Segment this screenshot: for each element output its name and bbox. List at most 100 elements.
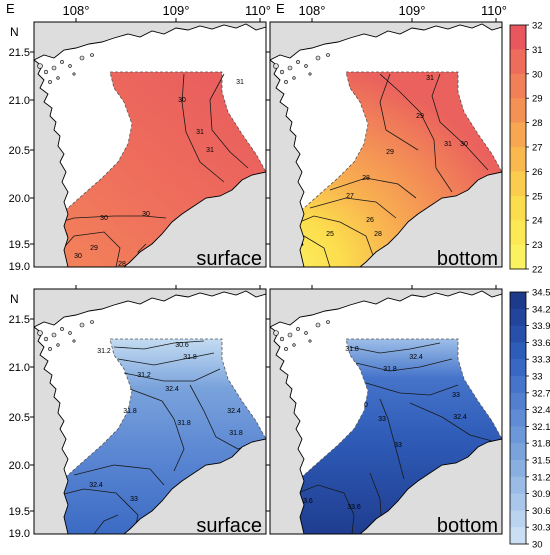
contour-label: 30 [178,97,186,104]
axis-corner-e-right: E [276,1,285,16]
x-tick-label: 109° [399,3,426,18]
hainan-island [123,438,266,534]
contour-line [431,73,489,171]
colorbar-swatch [510,122,526,148]
panel-label: surface [196,515,262,537]
mainland [34,22,266,61]
islet [304,331,308,335]
islet [79,322,85,328]
islet [56,76,60,80]
contour-line [181,73,225,183]
contour-label: 29 [386,149,394,156]
colorbar-swatch [510,493,526,511]
contour-label: 30 [142,211,150,218]
islet [304,64,308,68]
x-tick-label: 110° [481,3,507,18]
colorbar-tick-label: 30.3 [532,523,550,534]
islet [37,330,43,336]
colorbar-tick-label: 33.9 [532,321,550,332]
contour-label: 31.8 [177,420,191,427]
colorbar-tick-label: 32.7 [532,388,550,399]
contour-label: 33 [452,392,460,399]
x-tick-label: 108° [299,3,326,18]
y-tick-label: 20.5 [9,145,30,157]
leizhou-coast [34,59,69,267]
contour-line [129,388,185,472]
colorbar-tick-label: 24 [532,216,543,227]
colorbar-tick-label: 29 [532,94,543,105]
y-tick-label: 21.5 [9,47,30,59]
contour-line [117,352,215,366]
contour-line [329,177,417,199]
temperature-colorbar: 32 31 30 29 28 27 26 25 24 23 22 [509,21,543,276]
colorbar-tick-label: 32.4 [532,405,550,416]
y-tick-label: 21.0 [9,95,30,107]
y-tick-label: 20.0 [9,193,30,205]
colorbar-swatch [510,342,526,360]
contour-label: 30 [100,215,108,222]
contour-label: 33 [394,442,402,449]
contour-line [365,382,459,396]
islet [79,55,85,61]
colorbar-swatch [510,73,526,99]
colorbar-tick-label: 30 [532,69,543,80]
colorbar-swatch [510,171,526,197]
colorbar-tick-label: 22 [532,265,543,276]
salinity-colorbar: 34.5 34.2 33.9 33.6 33.3 33 32.7 32.4 32.1 31.8 31… [509,288,550,551]
contour-line [93,514,119,534]
contour-line [287,484,355,534]
panel-frame [269,288,503,535]
leizhou-coast [270,326,305,534]
x-tick-label: 110° [245,3,271,18]
contour-label: 31.8 [345,346,359,353]
axis-corner-n: N [10,292,19,306]
islet [37,63,43,69]
islet [51,332,57,338]
islet [292,343,296,347]
map-panel-bottom-temperature: 3129313029282726252428bottom [266,18,503,270]
colorbar-swatch [510,25,526,50]
islet [48,80,52,84]
colorbar-tick-label: 30.6 [532,506,550,517]
islet [326,320,330,324]
y-tick-label: 20.0 [9,460,30,472]
islet [279,336,285,342]
contour-line [409,402,493,442]
map-panel-surface-temperature: 31303131303030293028surface [30,18,267,270]
colorbar-swatch [510,325,526,343]
islet [279,69,285,75]
contour-line [59,231,121,267]
axis-corner-n: N [10,25,19,39]
contour-label: 30.6 [175,342,189,349]
islet [326,53,330,57]
contour-label: 31 [444,141,452,148]
contour-label: 33.6 [299,498,313,505]
islet [287,65,293,71]
panel-frame [33,288,267,535]
islet [315,322,321,328]
mainland [34,289,266,328]
contour-label: 33 [378,416,386,423]
colorbar-swatch [510,409,526,427]
islet [90,320,94,324]
colorbar-swatch [510,376,526,394]
panel-label: bottom [437,515,498,537]
y-tick-label: 19.5 [9,506,30,518]
colorbar-tick-label: 34.5 [532,288,550,299]
contour-label: 31.8 [123,408,137,415]
islet [292,76,296,80]
colorbar-swatch [510,426,526,444]
contour-line [349,342,441,354]
colorbar-tick-label: 32.1 [532,422,550,433]
colorbar-tick-label: 28 [532,118,543,129]
contour-line [379,73,453,193]
panel-label: bottom [437,248,498,270]
islet [273,330,279,336]
contour-line [309,197,397,219]
colorbar-tick-label: 27 [532,143,543,154]
colorbar-swatch [510,292,526,310]
contour-label: 31 [206,147,214,154]
contour-label: 28 [374,231,382,238]
mainland [270,22,502,61]
